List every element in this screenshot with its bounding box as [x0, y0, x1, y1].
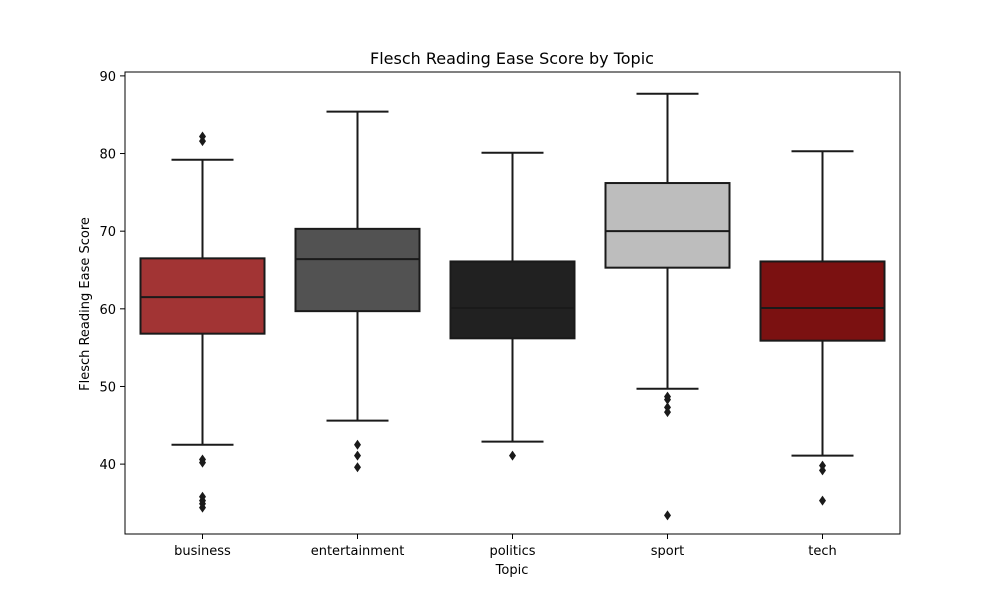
box-business: [139, 257, 266, 335]
outlier-entertainment-2: [354, 462, 361, 473]
outlier-business-3: [199, 457, 206, 468]
y-tick-label-50: 50: [99, 380, 116, 395]
outlier-entertainment-0: [354, 439, 361, 450]
y-tick-label-40: 40: [99, 458, 116, 473]
outlier-politics-0: [509, 450, 516, 461]
chart-title: Flesch Reading Ease Score by Topic: [370, 49, 654, 68]
y-tick-label-90: 90: [99, 70, 116, 85]
box-tech: [759, 260, 886, 342]
outlier-tech-1: [819, 465, 826, 476]
x-axis-label: Topic: [495, 563, 529, 578]
outlier-sport-3: [664, 407, 671, 418]
x-tick-label-tech: tech: [808, 544, 836, 559]
x-tick-label-entertainment: entertainment: [311, 544, 405, 559]
y-axis-label: Flesch Reading Ease Score: [78, 217, 93, 391]
outlier-tech-2: [819, 495, 826, 506]
outlier-sport-1: [664, 394, 671, 405]
box-sport: [604, 182, 731, 269]
plot-area: business entertainment politics sport tech 40…: [99, 70, 901, 559]
y-tick-label-80: 80: [99, 148, 116, 163]
outlier-entertainment-1: [354, 450, 361, 461]
outlier-business-1: [199, 136, 206, 147]
x-tick-label-sport: sport: [651, 544, 684, 559]
outlier-sport-4: [664, 510, 671, 521]
y-tick-label-70: 70: [99, 225, 116, 240]
box-entertainment: [294, 227, 421, 313]
y-tick-label-60: 60: [99, 303, 116, 318]
plot-frame: [124, 71, 901, 535]
x-tick-label-politics: politics: [489, 544, 535, 559]
x-tick-label-business: business: [174, 544, 231, 559]
box-politics: [449, 260, 576, 340]
outlier-business-7: [199, 502, 206, 513]
